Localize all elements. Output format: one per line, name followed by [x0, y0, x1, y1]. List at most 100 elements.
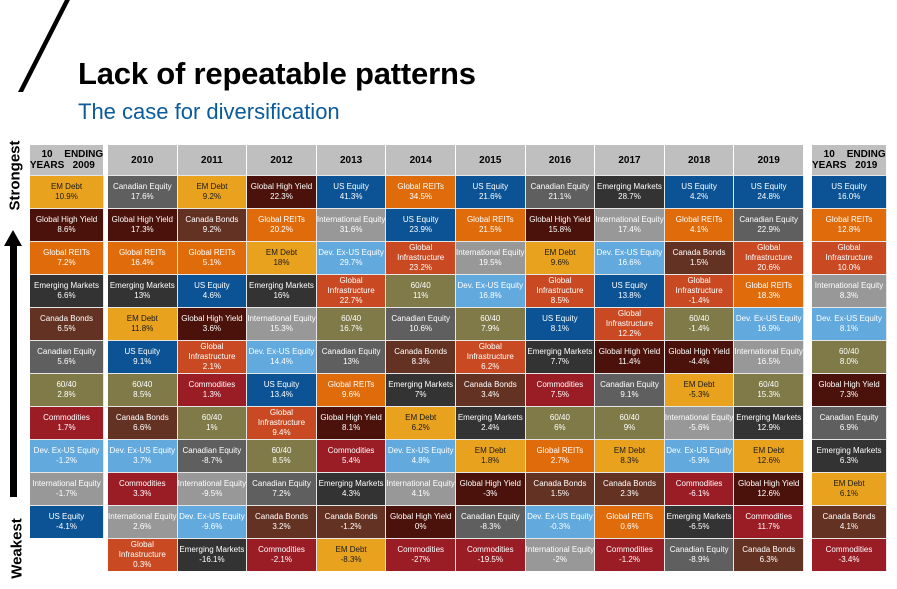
asset-return: -3% — [483, 489, 498, 498]
asset-cell: Canada Bonds 6.6% — [108, 406, 178, 439]
asset-cell: 60/40 7.9% — [456, 307, 526, 340]
column-header-line: 2014 — [409, 154, 432, 166]
asset-name: Canadian Equity — [739, 215, 799, 224]
asset-cell: Dev. Ex-US Equity 29.7% — [316, 241, 387, 274]
asset-name: Global High Yield — [738, 479, 800, 488]
asset-return: -8.9% — [688, 555, 710, 564]
asset-cell: Global REITs 0.6% — [595, 505, 665, 538]
asset-cell: Global REITs 20.2% — [247, 208, 317, 241]
asset-cell: International Equity 2.6% — [108, 505, 178, 538]
asset-cell: EM Debt 9.2% — [177, 175, 248, 208]
asset-name: Emerging Markets — [179, 545, 245, 554]
column-10yr-2009: 10 YEARS ENDING 2009 EM Debt 10.9% Global Hi… — [30, 145, 104, 538]
asset-name: Emerging Markets — [318, 479, 384, 488]
asset-name: Global REITs — [327, 380, 375, 389]
decorative-slash — [18, 0, 74, 92]
asset-name: Dev. Ex-US Equity — [33, 446, 100, 455]
asset-cell: Global Infrastructure 22.7% — [316, 274, 387, 307]
asset-return: 2.7% — [550, 456, 569, 465]
asset-return: 8.6% — [57, 225, 76, 234]
asset-name: Canadian Equity — [391, 314, 451, 323]
asset-cell: Commodities 1.7% — [30, 406, 104, 439]
asset-name: Infrastructure — [257, 418, 306, 427]
asset-cell: Global REITs 4.1% — [664, 208, 735, 241]
asset-name: US Equity — [542, 314, 578, 323]
asset-name: Commodities — [397, 545, 445, 554]
asset-cell: Canada Bonds 6.5% — [30, 307, 104, 340]
asset-return: 12.6% — [757, 489, 781, 498]
asset-name: Global — [617, 309, 642, 318]
asset-return: 4.2% — [689, 192, 709, 201]
asset-name: Commodities — [466, 545, 514, 554]
asset-name: Emerging Markets — [816, 446, 882, 455]
asset-return: 13% — [134, 291, 151, 300]
asset-name: Infrastructure — [118, 550, 166, 559]
asset-name: Canada Bonds — [324, 512, 378, 521]
asset-cell: Emerging Markets -16.1% — [177, 538, 248, 571]
asset-name: 60/40 — [689, 314, 710, 323]
asset-name: International Equity — [664, 413, 734, 422]
column-header: 10 YEARS ENDING 2019 — [812, 145, 887, 175]
asset-cell: Global High Yield 7.3% — [812, 373, 887, 406]
asset-return: 9.6% — [341, 390, 361, 399]
asset-name: Canadian Equity — [669, 545, 729, 554]
asset-return: 6.2% — [481, 362, 500, 371]
page-title: Lack of repeatable patterns — [78, 56, 476, 91]
column-header-line: 2016 — [548, 154, 572, 166]
asset-name: Canada Bonds — [463, 380, 517, 389]
asset-name: 60/40 — [271, 446, 292, 455]
asset-return: 0% — [414, 522, 427, 531]
asset-cell: Emerging Markets 6.3% — [812, 439, 887, 472]
asset-return: 3.4% — [481, 390, 500, 399]
asset-cell: Dev. Ex-US Equity -0.3% — [525, 505, 596, 538]
asset-return: -8.3% — [340, 555, 362, 564]
asset-name: US Equity — [681, 182, 717, 191]
asset-return: -2.1% — [271, 555, 292, 564]
asset-name: Global — [548, 276, 572, 285]
asset-cell: Canadian Equity 22.9% — [734, 208, 804, 241]
asset-name: Global — [200, 342, 224, 351]
asset-return: 3.6% — [202, 324, 221, 333]
asset-return: -16.1% — [199, 555, 225, 564]
asset-name: Dev. Ex-US Equity — [387, 446, 454, 455]
asset-return: 6.2% — [411, 423, 430, 432]
asset-cell: Canada Bonds 4.1% — [812, 505, 887, 538]
asset-cell: Emerging Markets 4.3% — [316, 472, 387, 505]
asset-name: Emerging Markets — [666, 512, 732, 521]
asset-cell: Emerging Markets -6.5% — [664, 505, 735, 538]
column-header-line: ENDING 2009 — [64, 149, 104, 171]
asset-cell: US Equity 4.6% — [177, 274, 248, 307]
asset-return: 2.8% — [57, 390, 76, 399]
asset-cell: Canadian Equity -8.9% — [664, 538, 735, 571]
asset-return: -1.2% — [56, 456, 77, 465]
asset-cell: Global Infrastructure 20.6% — [734, 241, 804, 274]
asset-cell: Canada Bonds 6.3% — [734, 538, 804, 571]
asset-return: 13% — [343, 357, 360, 366]
asset-cell: 60/40 8.0% — [812, 340, 887, 373]
asset-name: International Equity — [177, 479, 247, 488]
asset-return: 9.4% — [272, 428, 291, 437]
asset-name: Global REITs — [675, 215, 723, 224]
asset-cell: 60/40 9% — [595, 406, 665, 439]
asset-return: 9.2% — [202, 192, 221, 201]
asset-return: -9.5% — [201, 489, 223, 498]
asset-name: Global REITs — [466, 215, 514, 224]
arrow-shaft — [10, 243, 17, 497]
asset-name: Global High Yield — [668, 347, 730, 356]
asset-name: US Equity — [124, 347, 161, 356]
asset-return: 13.4% — [270, 390, 293, 399]
asset-cell: Global Infrastructure 6.2% — [456, 340, 526, 373]
asset-cell: International Equity -2% — [525, 538, 596, 571]
asset-name: Global REITs — [606, 512, 653, 521]
asset-cell: Canada Bonds 1.5% — [664, 241, 735, 274]
asset-cell: Global Infrastructure 9.4% — [247, 406, 317, 439]
asset-name: EM Debt — [544, 248, 576, 257]
asset-return: -1.7% — [56, 489, 77, 498]
asset-return: 23.9% — [409, 225, 433, 234]
asset-return: 5.4% — [341, 456, 361, 465]
asset-return: 21.5% — [478, 225, 502, 234]
asset-cell: Emerging Markets 7.7% — [525, 340, 596, 373]
asset-return: 1.8% — [481, 456, 500, 465]
asset-name: Dev. Ex-US Equity — [248, 347, 315, 356]
asset-name: Emerging Markets — [109, 281, 175, 290]
